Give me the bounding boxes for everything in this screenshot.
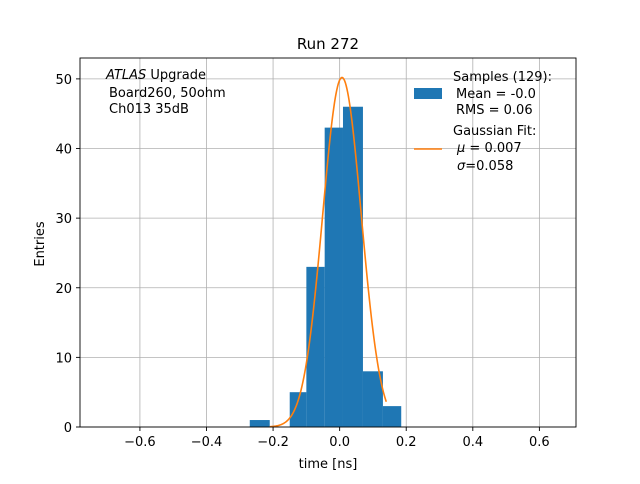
histogram-bar <box>306 266 325 427</box>
x-tick-label: −0.2 <box>257 435 289 450</box>
histogram-bar <box>362 371 383 427</box>
legend-fit-title: Gaussian Fit: <box>453 124 536 139</box>
legend-fit-sigma-value: =0.058 <box>465 159 513 174</box>
x-tick-label: 0.6 <box>529 435 550 450</box>
histogram-bar <box>342 106 363 428</box>
x-tick-label: −0.6 <box>124 435 156 450</box>
legend-fit-mu-symbol: μ <box>456 141 465 156</box>
legend-fit-mu: μ = 0.007 <box>456 141 522 156</box>
legend-samples-mean: Mean = -0.0 <box>456 87 536 102</box>
legend-fit-mu-value: = 0.007 <box>465 141 521 156</box>
legend-fit-sigma: σ=0.058 <box>457 159 513 174</box>
legend-samples-title: Samples (129): <box>453 70 552 85</box>
histogram-bar <box>382 406 402 427</box>
legend-samples-swatch <box>414 88 442 99</box>
annotation-line-2: Board260, 50ohm <box>109 86 226 101</box>
y-tick-label: 20 <box>55 282 72 297</box>
y-tick-label: 50 <box>55 73 72 88</box>
legend: Samples (129): Mean = -0.0 RMS = 0.06 Ga… <box>414 70 552 174</box>
y-axis-label: Entries <box>33 221 48 267</box>
histogram-bars <box>249 106 402 428</box>
y-tick-label: 0 <box>64 421 72 436</box>
axes <box>79 57 577 428</box>
y-tick-label: 30 <box>55 212 72 227</box>
legend-samples-rms: RMS = 0.06 <box>456 103 533 118</box>
annotation-line-3: Ch013 35dB <box>109 102 189 117</box>
annotation-atlas: ATLAS <box>105 68 146 83</box>
histogram-bar <box>289 392 307 427</box>
y-tick-label: 40 <box>55 143 72 158</box>
plot-frame <box>79 57 577 428</box>
annotation-upgrade: Upgrade <box>146 68 206 83</box>
gaussian-fit <box>269 76 388 428</box>
legend-fit-sigma-symbol: σ <box>457 159 466 174</box>
histogram-bar <box>324 127 343 427</box>
x-tick-label: 0.0 <box>329 435 350 450</box>
chart-title: Run 272 <box>297 35 359 53</box>
histogram-bar <box>249 420 270 427</box>
tick-marks: −0.6 −0.4 −0.2 0.0 0.2 0.4 0.6 0 10 20 30 40 50 <box>55 73 549 450</box>
x-tick-label: −0.4 <box>191 435 223 450</box>
x-tick-label: 0.4 <box>462 435 483 450</box>
annotation-line-1: ATLAS Upgrade <box>105 68 206 83</box>
x-tick-label: 0.2 <box>396 435 417 450</box>
x-axis-label: time [ns] <box>299 457 358 472</box>
gaussian-fit-curve <box>269 76 388 428</box>
y-tick-label: 10 <box>55 351 72 366</box>
atlas-annotation: ATLAS Upgrade Board260, 50ohm Ch013 35dB <box>105 68 226 117</box>
